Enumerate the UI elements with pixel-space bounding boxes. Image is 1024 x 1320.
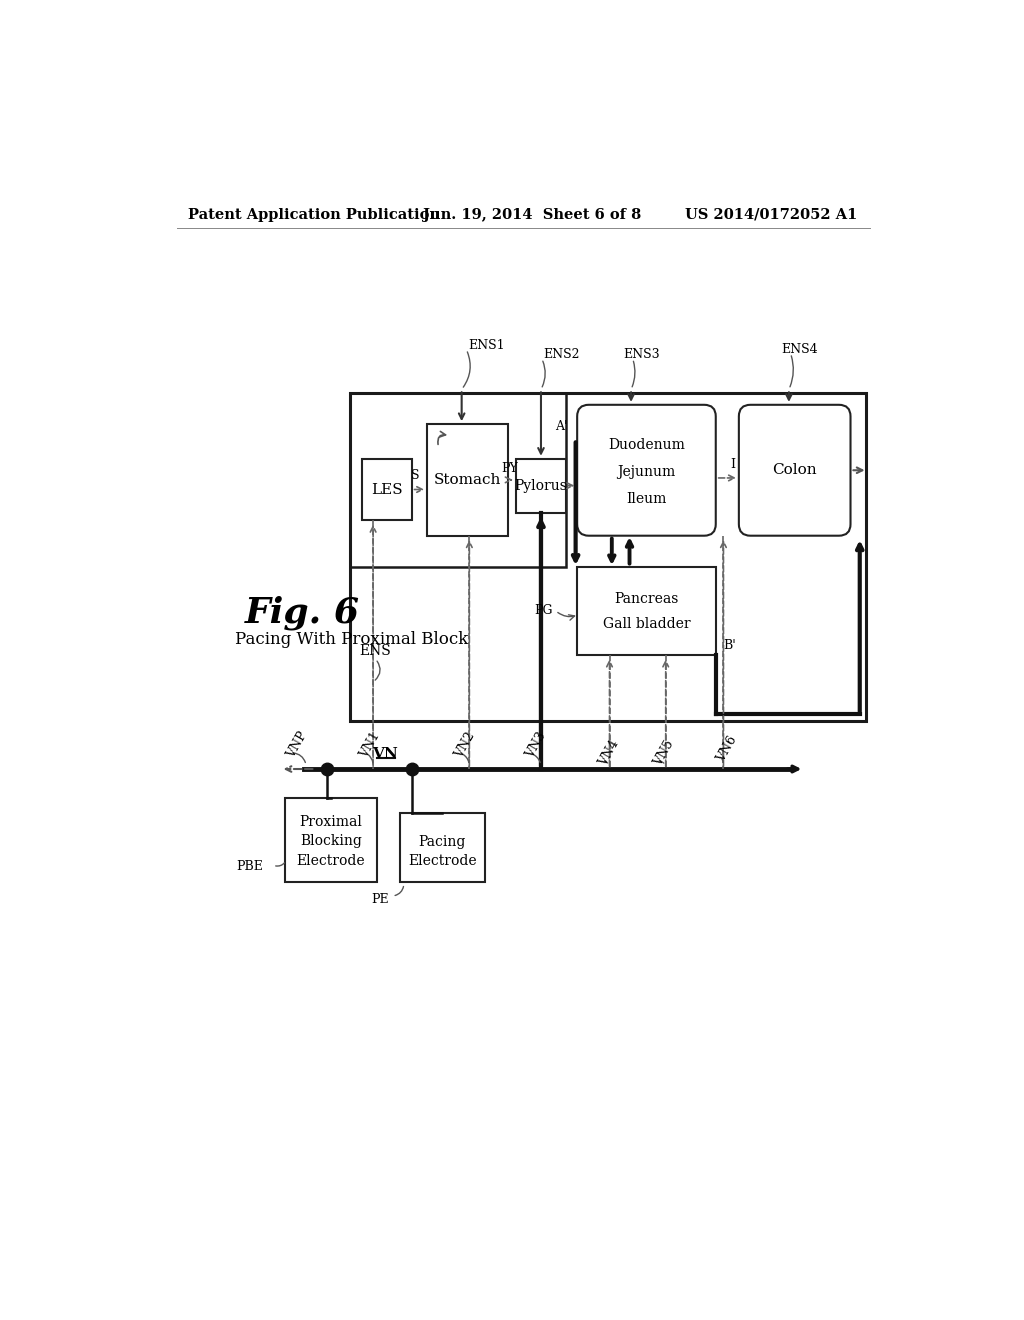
Text: Jun. 19, 2014  Sheet 6 of 8: Jun. 19, 2014 Sheet 6 of 8 [423, 207, 641, 222]
Text: PBE: PBE [237, 861, 263, 874]
Text: VN6: VN6 [714, 734, 739, 764]
Text: ENS2: ENS2 [544, 348, 580, 362]
Bar [350, 393, 866, 721]
Text: Gall bladder: Gall bladder [603, 618, 690, 631]
Text: VN1: VN1 [357, 730, 383, 760]
Bar [400, 813, 484, 882]
Text: VN3: VN3 [523, 730, 549, 760]
Text: Pylorus: Pylorus [514, 479, 567, 492]
Bar [578, 566, 716, 655]
Text: B': B' [723, 639, 736, 652]
Bar [285, 797, 377, 882]
Text: S: S [412, 469, 420, 482]
Text: Pacing: Pacing [419, 836, 466, 849]
Text: US 2014/0172052 A1: US 2014/0172052 A1 [685, 207, 857, 222]
Text: ENS4: ENS4 [781, 343, 818, 356]
Text: ENS1: ENS1 [468, 339, 505, 352]
Text: A': A' [555, 420, 568, 433]
Text: Duodenum: Duodenum [608, 438, 685, 451]
Text: Pacing With Proximal Block: Pacing With Proximal Block [234, 631, 468, 648]
Text: PE: PE [371, 892, 388, 906]
Text: Proximal: Proximal [299, 816, 362, 829]
Text: Electrode: Electrode [409, 854, 477, 869]
Text: Stomach: Stomach [434, 473, 501, 487]
Text: Fig. 6: Fig. 6 [245, 595, 359, 630]
Bar [361, 459, 412, 520]
Text: I: I [730, 458, 735, 471]
Text: PY: PY [501, 462, 518, 475]
Text: VN4: VN4 [596, 738, 622, 768]
Text: Blocking: Blocking [300, 834, 361, 849]
Text: Ileum: Ileum [627, 492, 667, 506]
Text: VN5: VN5 [651, 738, 676, 768]
Text: VNP: VNP [285, 730, 310, 760]
Text: Pancreas: Pancreas [614, 591, 679, 606]
Text: Electrode: Electrode [296, 854, 366, 867]
Bar [427, 424, 508, 536]
Text: VN2: VN2 [453, 730, 477, 760]
Text: Colon: Colon [772, 463, 817, 478]
Text: LES: LES [371, 483, 402, 496]
Text: VN: VN [372, 747, 397, 760]
Text: ENS3: ENS3 [624, 348, 660, 362]
Text: Jejunum: Jejunum [617, 465, 676, 479]
Text: Patent Application Publication: Patent Application Publication [188, 207, 440, 222]
Bar [515, 459, 565, 512]
Bar [350, 393, 565, 566]
Text: ENS: ENS [359, 644, 391, 659]
Text: PG: PG [535, 605, 553, 618]
